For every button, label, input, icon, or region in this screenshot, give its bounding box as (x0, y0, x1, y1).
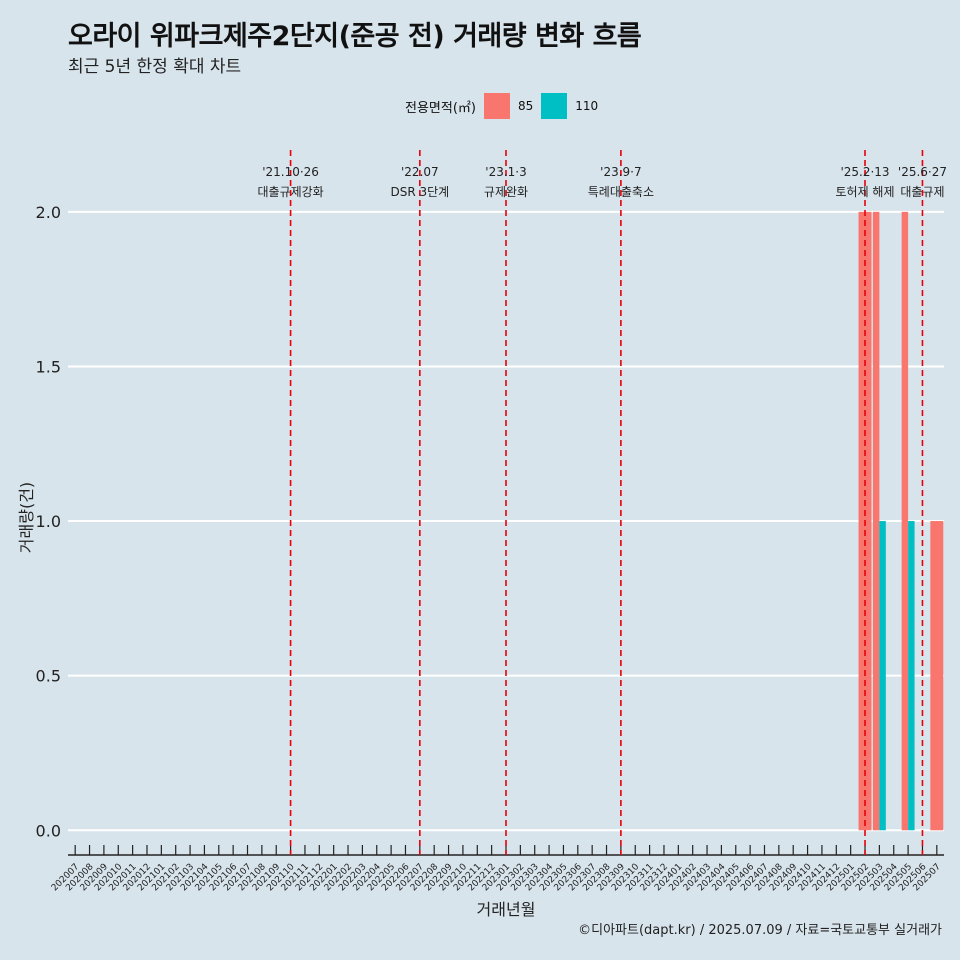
y-tick-label: 0.0 (36, 821, 61, 840)
y-axis-title: 거래량(건) (17, 482, 36, 553)
chart-subtitle: 최근 5년 한정 확대 차트 (68, 57, 242, 77)
bar-85-202505 (901, 211, 909, 831)
bar-85-202507 (930, 521, 944, 831)
bar-110-202505 (908, 521, 915, 831)
event-name-label: DSR 3단계 (390, 185, 449, 199)
event-date-label: '22.07 (401, 165, 439, 179)
y-tick-label: 2.0 (36, 203, 61, 222)
legend-label-85: 85 (517, 99, 534, 113)
bar-110-202503 (879, 521, 886, 831)
y-tick-label: 1.5 (36, 357, 61, 376)
chart-title: 오라이 위파크제주2단지(준공 전) 거래량 변화 흐름 (68, 21, 642, 52)
source-caption: ©디아파트(dapt.kr) / 2025.07.09 / 자료=국토교통부 실… (578, 923, 942, 938)
event-name-label: 토허제 해제 (836, 185, 895, 199)
legend-label-110: 110 (575, 99, 599, 113)
event-name-label: 특례대출축소 (588, 185, 654, 199)
event-date-label: '21.10·26 (262, 165, 319, 179)
event-name-label: 규제완화 (484, 185, 528, 199)
event-name-label: 대출규제강화 (257, 185, 323, 199)
y-tick-label: 1.0 (36, 512, 61, 531)
event-date-label: '23.9·7 (600, 165, 641, 179)
event-date-label: '25.2·13 (840, 165, 889, 179)
event-date-label: '25.6·27 (898, 165, 947, 179)
y-tick-label: 0.5 (36, 667, 61, 686)
event-date-label: '23.1·3 (485, 165, 526, 179)
event-name-label: 대출규제 (900, 185, 944, 199)
legend: 전용면적(㎡) 85 110 (405, 93, 606, 119)
legend-key-85 (483, 93, 510, 119)
bar-85-202503 (872, 211, 880, 831)
legend-key-110 (541, 93, 568, 119)
x-axis-title: 거래년월 (477, 900, 536, 919)
legend-title: 전용면적(㎡) (405, 100, 476, 116)
